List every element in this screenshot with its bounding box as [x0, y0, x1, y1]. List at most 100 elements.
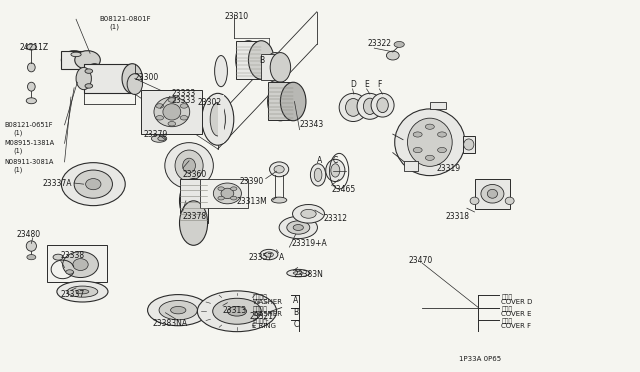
- Ellipse shape: [156, 116, 163, 120]
- Ellipse shape: [57, 281, 108, 302]
- Ellipse shape: [221, 188, 234, 199]
- Text: 23343: 23343: [300, 121, 324, 129]
- Ellipse shape: [395, 109, 465, 176]
- Ellipse shape: [248, 41, 274, 79]
- Bar: [404, 161, 419, 171]
- Ellipse shape: [148, 295, 209, 326]
- Bar: [61, 51, 88, 69]
- Text: E RING: E RING: [252, 323, 276, 329]
- Text: COVER D: COVER D: [501, 299, 532, 305]
- Bar: [430, 102, 446, 109]
- Text: D: D: [351, 80, 356, 89]
- Ellipse shape: [310, 164, 326, 186]
- Ellipse shape: [84, 64, 105, 93]
- Text: A: A: [279, 253, 284, 262]
- Ellipse shape: [28, 82, 35, 91]
- Ellipse shape: [26, 98, 36, 104]
- Text: ワッシャ: ワッシャ: [252, 294, 268, 300]
- Ellipse shape: [339, 93, 367, 122]
- Ellipse shape: [71, 52, 81, 57]
- Ellipse shape: [76, 289, 89, 294]
- Ellipse shape: [264, 252, 273, 257]
- Text: 23337: 23337: [61, 290, 85, 299]
- Ellipse shape: [213, 183, 241, 204]
- Ellipse shape: [66, 270, 74, 274]
- Ellipse shape: [280, 82, 306, 121]
- Text: 23333: 23333: [172, 89, 196, 98]
- Ellipse shape: [287, 221, 310, 234]
- Text: C: C: [293, 320, 298, 329]
- Text: (1): (1): [13, 148, 23, 154]
- Ellipse shape: [154, 97, 189, 127]
- Bar: [261, 54, 280, 80]
- Ellipse shape: [28, 63, 35, 72]
- Bar: [84, 64, 132, 93]
- Bar: [179, 179, 207, 223]
- Ellipse shape: [227, 307, 246, 316]
- Text: 23338: 23338: [61, 251, 85, 260]
- Ellipse shape: [481, 185, 504, 203]
- Text: 23357: 23357: [248, 253, 273, 262]
- Ellipse shape: [426, 155, 435, 160]
- Bar: [200, 179, 248, 208]
- Text: カバー: カバー: [501, 306, 513, 312]
- Ellipse shape: [377, 98, 388, 113]
- Text: A: A: [317, 156, 322, 165]
- Ellipse shape: [218, 187, 224, 190]
- Ellipse shape: [86, 179, 101, 190]
- Text: 23300: 23300: [135, 73, 159, 82]
- Text: 23319+A: 23319+A: [291, 239, 327, 248]
- Text: 23465: 23465: [332, 185, 356, 194]
- Text: B08121-0801F: B08121-0801F: [100, 16, 151, 22]
- Ellipse shape: [180, 104, 188, 108]
- Ellipse shape: [293, 225, 303, 231]
- Ellipse shape: [75, 51, 100, 69]
- Ellipse shape: [73, 259, 88, 270]
- Ellipse shape: [265, 52, 285, 82]
- Bar: [218, 95, 224, 143]
- Text: 23378: 23378: [182, 212, 207, 221]
- Bar: [236, 41, 261, 78]
- Bar: [268, 82, 293, 120]
- Ellipse shape: [438, 132, 447, 137]
- Ellipse shape: [413, 132, 422, 137]
- Ellipse shape: [179, 201, 207, 245]
- Ellipse shape: [346, 99, 361, 116]
- Ellipse shape: [26, 44, 36, 50]
- Text: (1): (1): [109, 23, 119, 30]
- Ellipse shape: [505, 197, 514, 205]
- Text: カバー: カバー: [501, 318, 513, 324]
- Ellipse shape: [67, 286, 98, 297]
- Text: 23383N: 23383N: [293, 270, 323, 279]
- Ellipse shape: [426, 124, 435, 129]
- Ellipse shape: [279, 217, 317, 238]
- Ellipse shape: [212, 298, 261, 324]
- Bar: [141, 90, 202, 134]
- Text: E: E: [365, 80, 369, 89]
- Ellipse shape: [53, 254, 63, 260]
- Text: M08915-1381A: M08915-1381A: [4, 140, 54, 146]
- Ellipse shape: [152, 135, 167, 142]
- Bar: [474, 179, 509, 209]
- Ellipse shape: [182, 158, 195, 173]
- Text: 23313: 23313: [223, 306, 247, 315]
- Ellipse shape: [371, 93, 394, 117]
- Ellipse shape: [159, 301, 197, 320]
- Text: WASHER: WASHER: [252, 311, 282, 317]
- Ellipse shape: [331, 164, 340, 177]
- Ellipse shape: [63, 251, 99, 278]
- Ellipse shape: [180, 116, 188, 120]
- Ellipse shape: [470, 197, 479, 205]
- Ellipse shape: [61, 51, 87, 69]
- Text: B: B: [259, 56, 264, 65]
- Text: C: C: [333, 156, 338, 165]
- Text: 23333: 23333: [172, 96, 196, 105]
- Text: 23480: 23480: [17, 230, 41, 240]
- Ellipse shape: [357, 93, 383, 119]
- Text: 23312: 23312: [324, 214, 348, 223]
- Text: COVER E: COVER E: [501, 311, 532, 317]
- Ellipse shape: [158, 137, 166, 141]
- Ellipse shape: [76, 67, 92, 90]
- Ellipse shape: [326, 159, 345, 182]
- Ellipse shape: [413, 147, 422, 153]
